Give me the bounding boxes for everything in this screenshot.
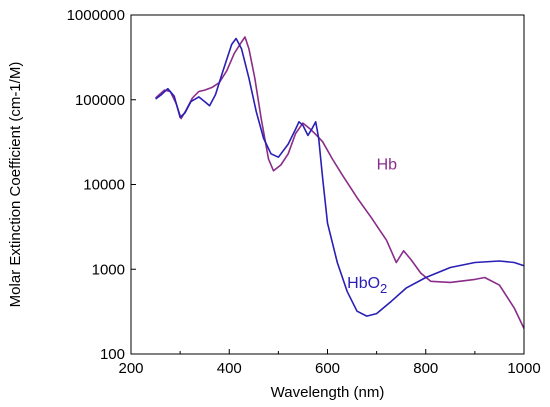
y-tick-label: 1000 [92,261,125,278]
y-tick-label: 100 [100,346,125,363]
x-tick-label: 400 [217,360,242,377]
y-tick-label: 10000 [83,177,125,194]
series-label-hbo2: HbO2 [347,275,387,296]
x-tick-label: 800 [413,360,438,377]
axis-labels: 200 400 600 800 1000 100 1000 10000 100000 100000… [67,7,541,377]
series-line-hb [155,36,525,329]
series-lines [155,36,525,329]
y-tick-label: 100000 [75,92,125,109]
x-tick-label: 600 [315,360,340,377]
x-tick-label: 200 [118,360,143,377]
series-labels: Hb HbO2 [347,157,397,296]
y-tick-label: 1000000 [67,7,125,24]
y-axis-title: Molar Extinction Coefficient (cm-1/M) [7,62,24,308]
axis-ticks [130,14,525,355]
x-tick-label: 1000 [507,360,540,377]
x-axis-title: Wavelength (nm) [271,384,385,401]
series-line-hbo2 [155,37,525,317]
plot-frame [130,14,525,355]
series-label-hb: Hb [377,157,398,174]
